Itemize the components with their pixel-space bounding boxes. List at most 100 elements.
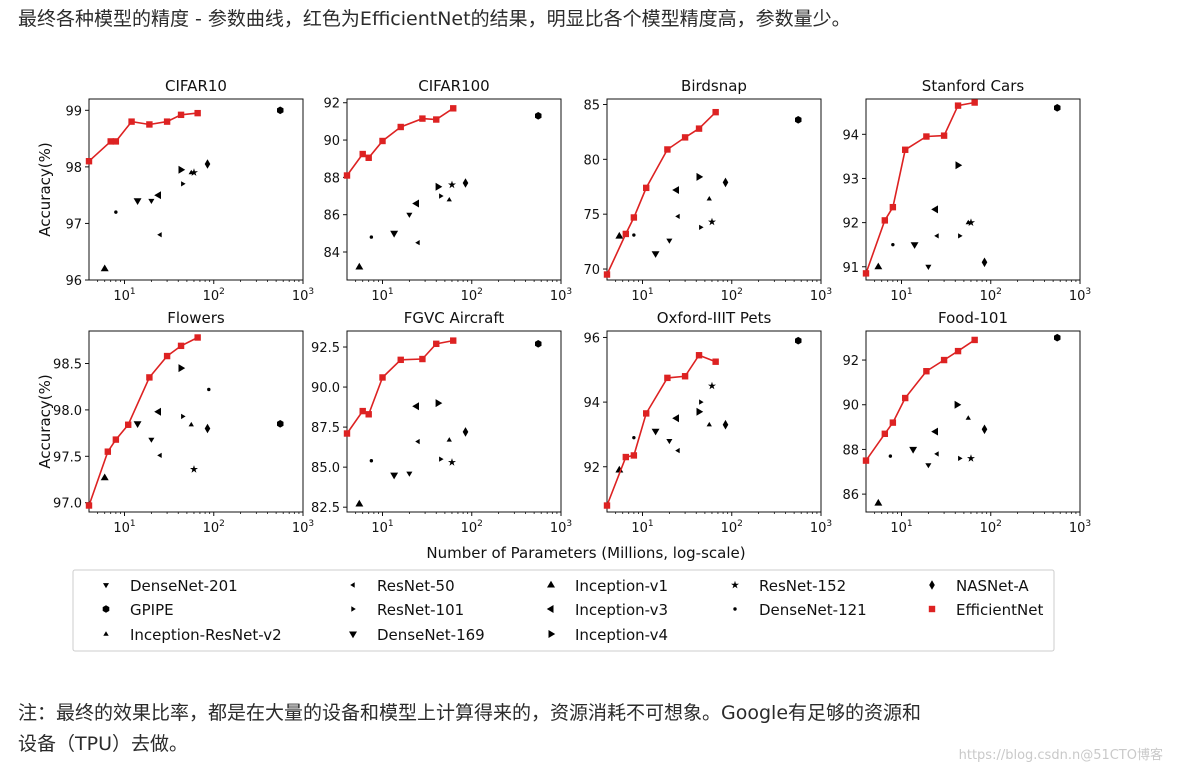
legend-label: DenseNet-169	[377, 626, 485, 644]
efficientnet-point	[450, 337, 457, 344]
y-tick-label: 98	[65, 161, 82, 176]
efficientnet-point	[419, 115, 426, 122]
x-tick-label: 103	[550, 519, 572, 536]
efficientnet-point	[146, 121, 153, 128]
efficientnet-point	[881, 217, 889, 224]
x-tick-label: 102	[461, 287, 483, 304]
y-tick-label: 93	[842, 172, 859, 187]
point-nasnet-a	[722, 419, 729, 430]
point-resnet-50	[675, 213, 680, 219]
panel-stanford-cars: Stanford Cars 91 92 93 94 101 102 103	[842, 77, 1091, 304]
efficientnet-point	[104, 448, 112, 455]
panel-frame	[865, 330, 1081, 513]
panel-cifar10: CIFAR10 96 97 98 99 101 102 103	[65, 77, 314, 304]
point-inception-v1	[100, 473, 109, 481]
point-gpipe	[795, 336, 802, 345]
point-nasnet-a	[462, 178, 469, 188]
point-densenet-201	[925, 463, 932, 469]
point-densenet-201	[666, 439, 673, 445]
panel-title: Oxford-IIIT Pets	[657, 309, 772, 327]
x-tick-label: 103	[292, 519, 314, 536]
y-tick-label: 85	[583, 98, 600, 113]
panel-title: FGVC Aircraft	[404, 309, 505, 327]
point-inception-v3	[154, 191, 161, 200]
accuracy-vs-params-figure: CIFAR10 96 97 98 99 101 102 103 CIFAR100 84 86 88 90…	[36, 77, 1091, 652]
panel-food-101: Food-101 86 88 90 92 101 102 103	[842, 309, 1091, 536]
x-tick-label: 102	[203, 287, 225, 304]
legend-marker-densenet-201	[103, 583, 109, 589]
point-inception-resnet-v2	[446, 437, 452, 442]
point-resnet-101	[699, 399, 704, 405]
y-tick-label: 98.0	[53, 404, 82, 419]
x-tick-label: 102	[721, 287, 743, 304]
point-resnet-50	[675, 447, 680, 454]
y-tick-label: 90.0	[311, 381, 340, 396]
efficientnet-point	[923, 133, 930, 140]
legend-label: EfficientNet	[956, 601, 1043, 619]
y-tick-label: 70	[583, 263, 600, 278]
point-densenet-201	[406, 471, 413, 477]
point-inception-resnet-v2	[188, 421, 194, 427]
efficientnet-point	[365, 411, 372, 418]
y-tick-label: 90	[323, 134, 340, 149]
efficientnet-point	[146, 374, 153, 381]
efficientnet-point	[85, 502, 93, 509]
point-inception-v3	[412, 402, 419, 411]
point-inception-v4	[435, 399, 443, 408]
y-tick-label: 92	[842, 354, 859, 369]
efficientnet-point	[433, 116, 440, 123]
point-resnet-50	[157, 452, 162, 458]
point-resnet-152	[967, 454, 975, 462]
x-tick-label: 103	[292, 287, 314, 304]
panel-title: CIFAR10	[165, 77, 227, 95]
point-resnet-50	[934, 233, 939, 239]
efficientnet-point	[862, 457, 870, 464]
panel-frame	[606, 98, 822, 281]
x-tick-label: 102	[203, 519, 225, 536]
point-resnet-152	[708, 217, 716, 226]
note-line-2: 设备（TPU）去做。	[18, 733, 188, 755]
point-resnet-101	[181, 413, 186, 420]
panel-title: Flowers	[167, 309, 225, 327]
panel-frame	[88, 98, 304, 281]
point-nasnet-a	[981, 424, 988, 435]
legend-label: Inception-v4	[575, 626, 668, 644]
legend-label: ResNet-50	[377, 577, 455, 595]
point-inception-resnet-v2	[965, 415, 971, 420]
point-densenet-121	[632, 435, 636, 440]
y-tick-label: 87.5	[311, 421, 340, 436]
point-nasnet-a	[204, 423, 211, 434]
efficientnet-point	[664, 146, 671, 153]
point-inception-v3	[672, 186, 679, 194]
x-tick-label: 101	[371, 287, 393, 304]
y-tick-label: 92	[323, 97, 340, 112]
point-densenet-169	[133, 421, 142, 428]
point-densenet-121	[369, 459, 374, 463]
x-tick-label: 103	[1069, 287, 1091, 304]
efficientnet-point	[163, 118, 171, 125]
intro-text: 最终各种模型的精度 - 参数曲线，红色为EfficientNet的结果，明显比各…	[18, 8, 851, 30]
point-densenet-121	[207, 387, 211, 392]
efficientnet-point	[177, 111, 185, 119]
legend: DenseNet-201 ResNet-50 Inception-v1 ResNet-…	[72, 569, 1055, 652]
y-tick-label: 86	[842, 488, 859, 503]
point-inception-v1	[100, 264, 109, 272]
point-resnet-152	[448, 458, 456, 466]
efficientnet-point	[433, 340, 440, 348]
point-resnet-101	[181, 181, 186, 187]
point-densenet-121	[891, 242, 895, 247]
point-densenet-201	[148, 437, 155, 443]
point-resnet-50	[157, 232, 162, 238]
x-tick-label: 101	[113, 287, 135, 304]
efficientnet-point	[359, 150, 366, 158]
x-tick-label: 103	[810, 519, 832, 536]
legend-marker-nasnet-a	[929, 580, 935, 590]
panel-flowers: Flowers 97.0 97.5 98.0 98.5 101 102 103	[53, 309, 314, 536]
panel-frame	[88, 330, 304, 513]
point-nasnet-a	[722, 177, 729, 188]
note-line-1: 注：最终的效果比率，都是在大量的设备和模型上计算得来的，资源消耗不可想象。Goo…	[18, 702, 922, 724]
efficientnet-point	[630, 452, 638, 459]
efficientnet-point	[194, 109, 201, 117]
panel-frame	[346, 98, 562, 281]
efficientnet-point	[881, 430, 889, 437]
